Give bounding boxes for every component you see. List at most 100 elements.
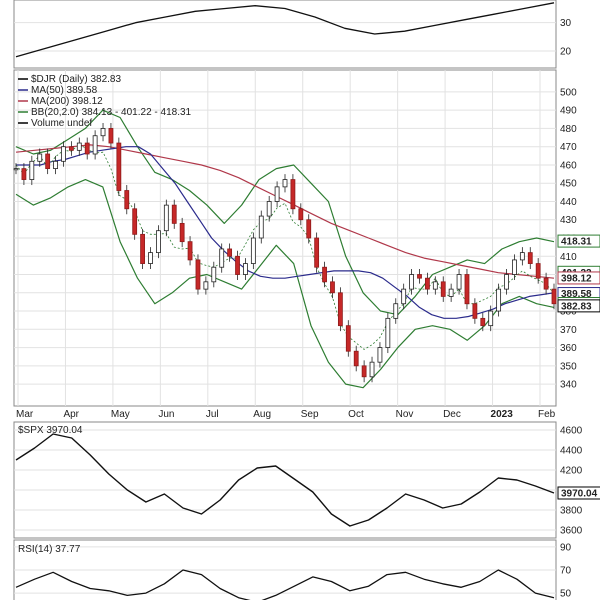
candle-body	[551, 288, 557, 305]
price-y-tick-label: 460	[560, 160, 577, 171]
price-value-label-box	[557, 299, 600, 313]
top-y-tick-label: 20	[560, 47, 572, 58]
candle-body	[203, 281, 209, 290]
candle-body	[464, 274, 470, 305]
candle-body	[417, 274, 422, 279]
price-panel: 3403503603703803904004104204304404504604…	[13, 69, 600, 420]
price-x-tick-label: Oct	[348, 409, 364, 420]
rsi-panel-frame	[13, 539, 557, 600]
candle-body	[353, 350, 359, 367]
candle-body	[345, 325, 351, 352]
candle-body	[330, 281, 335, 294]
price-y-tick-label: 430	[560, 215, 577, 226]
candle-body	[148, 252, 153, 264]
candle-body	[504, 274, 509, 290]
candle-body	[13, 168, 19, 171]
rsi-line	[15, 569, 555, 600]
price-x-tick-label: 2023	[491, 409, 514, 420]
spx-panel: 360038004000420044004600$SPX 3970.043970…	[13, 421, 600, 539]
price-value-label-box	[557, 271, 600, 285]
candle-body	[179, 222, 185, 243]
price-value-label-box	[557, 234, 600, 248]
candle-body	[456, 274, 462, 290]
candle-body	[306, 219, 312, 239]
rsi-legend: RSI(14) 37.77	[18, 544, 81, 555]
legend-entry: MA(200) 398.12	[31, 96, 103, 107]
price-y-tick-label: 480	[560, 124, 577, 135]
legend-entry: MA(50) 389.58	[31, 85, 98, 96]
candle-body	[512, 259, 517, 275]
ma200-line	[15, 144, 555, 279]
candle-body	[140, 233, 145, 264]
candle-body	[337, 292, 343, 327]
price-x-tick-label: Jul	[206, 409, 219, 420]
candle-body	[258, 215, 264, 239]
candle-body	[432, 281, 438, 290]
candle-body	[76, 142, 82, 151]
price-y-tick-label: 450	[560, 179, 577, 190]
candle-body	[527, 252, 533, 264]
candle-body	[250, 237, 256, 264]
spx-legend: $SPX 3970.04	[18, 425, 83, 436]
candle-body	[488, 310, 494, 327]
candle-body	[448, 288, 454, 297]
candle-body	[195, 259, 201, 290]
price-x-tick-label: Dec	[443, 409, 461, 420]
rsi-y-tick-label: 50	[560, 589, 572, 600]
top-indicator-line	[15, 2, 555, 58]
rsi-y-tick-label: 90	[560, 542, 572, 553]
price-y-tick-label: 340	[560, 380, 577, 391]
candle-body	[274, 186, 280, 202]
candle-body	[496, 288, 502, 312]
candle-body	[535, 263, 541, 279]
price-y-tick-label: 500	[560, 87, 577, 98]
top-panel-frame	[13, 0, 557, 69]
spx-value-label-box	[557, 486, 600, 500]
candle-body	[219, 248, 225, 268]
candle-body	[53, 160, 58, 170]
price-x-tick-label: Aug	[253, 409, 271, 420]
candle-body	[290, 179, 296, 210]
bb-lower-band	[15, 179, 555, 389]
candle-body	[61, 146, 66, 162]
candle-body	[519, 252, 525, 261]
legend-entry: BB(20,2.0) 384.13 - 401.22 - 418.31	[31, 107, 192, 118]
candle-body	[29, 160, 35, 180]
candle-body	[298, 208, 304, 221]
candle-body	[361, 365, 367, 378]
candle-body	[543, 277, 549, 290]
legend-entry: $DJR (Daily) 382.83	[31, 74, 121, 85]
candle-body	[45, 153, 51, 170]
price-value-label: 382.83	[561, 301, 592, 312]
spx-y-tick-label: 3600	[560, 526, 583, 537]
price-x-tick-label: Sep	[301, 409, 319, 420]
price-y-tick-label: 360	[560, 343, 577, 354]
rsi-panel: 50 70 90 RSI(14) 37.77	[13, 539, 572, 600]
candle-body	[266, 201, 272, 217]
candle-body	[68, 146, 74, 151]
candle-body	[132, 208, 138, 235]
candle-body	[440, 281, 446, 297]
candle-body	[171, 204, 177, 224]
price-x-tick-label: Feb	[538, 409, 556, 420]
candle-body	[243, 263, 248, 275]
price-y-tick-label: 440	[560, 197, 577, 208]
candle-body	[108, 128, 114, 144]
candle-body	[116, 142, 122, 191]
candle-body	[84, 142, 90, 155]
price-y-tick-label: 370	[560, 325, 577, 336]
candle-body	[92, 135, 98, 155]
candle-body	[322, 266, 327, 283]
bb-upper-band	[15, 109, 555, 316]
price-y-tick-label: 410	[560, 252, 577, 263]
candle-body	[156, 230, 161, 254]
candle-body	[100, 128, 106, 137]
candle-body	[163, 204, 169, 232]
candle-body	[377, 347, 383, 363]
ma50-line	[16, 146, 555, 319]
spx-y-tick-label: 4600	[560, 426, 583, 437]
price-value-label: 418.31	[561, 237, 592, 248]
rsi-y-tick-label: 70	[560, 566, 572, 577]
